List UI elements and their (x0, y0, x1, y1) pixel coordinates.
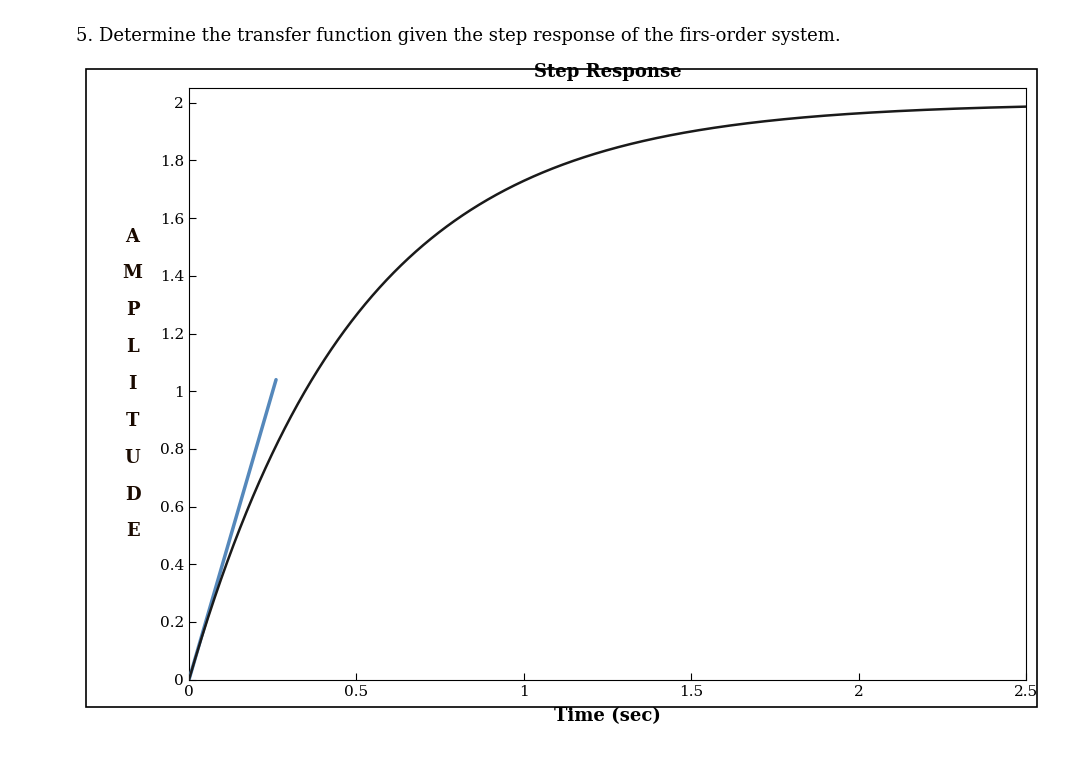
Text: T: T (126, 412, 139, 430)
Text: D: D (125, 485, 140, 504)
Text: E: E (125, 522, 139, 541)
Text: L: L (126, 338, 139, 356)
Text: U: U (124, 449, 140, 467)
Text: M: M (122, 264, 143, 283)
Text: 5. Determine the transfer function given the step response of the firs-order sys: 5. Determine the transfer function given… (76, 27, 840, 45)
Title: Step Response: Step Response (534, 63, 681, 81)
Text: P: P (125, 301, 139, 319)
Text: A: A (125, 227, 139, 246)
X-axis label: Time (sec): Time (sec) (554, 707, 661, 725)
Text: I: I (129, 375, 137, 393)
